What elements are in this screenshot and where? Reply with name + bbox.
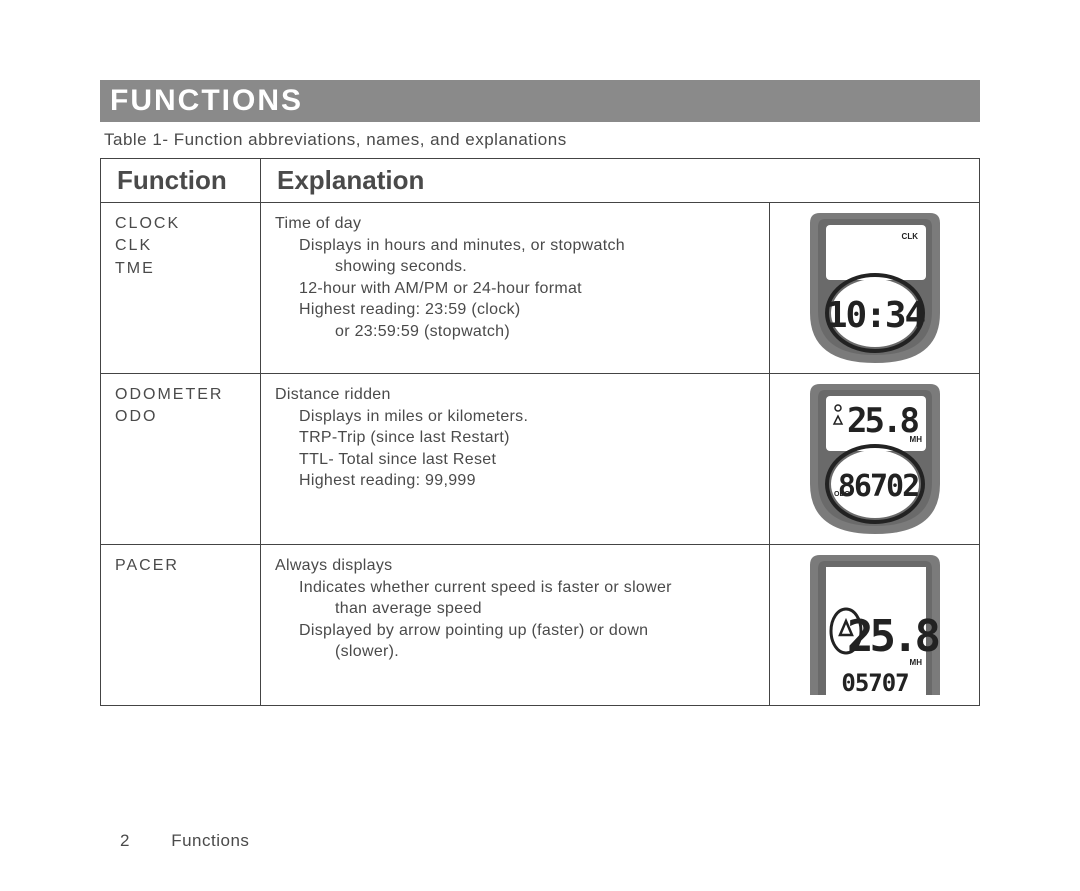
fn-abbrev: CLOCK CLK TME xyxy=(115,213,246,280)
explanation-text: Always displays Indicates whether curren… xyxy=(275,555,755,663)
col-function: Function xyxy=(101,159,261,203)
explanation-text: Distance ridden Displays in miles or kil… xyxy=(275,384,755,492)
svg-text:25.8: 25.8 xyxy=(847,401,918,441)
fn-abbrev: ODOMETER ODO xyxy=(115,384,246,429)
table-row: CLOCK CLK TME Time of day Displays in ho… xyxy=(101,203,980,374)
svg-text:MH: MH xyxy=(909,435,922,444)
page-number: 2 xyxy=(120,831,130,850)
functions-table: Function Explanation CLOCK CLK TME Time … xyxy=(100,158,980,706)
svg-text:25.8: 25.8 xyxy=(847,611,938,662)
table-row: PACER Always displays Indicates whether … xyxy=(101,545,980,706)
svg-text:05707: 05707 xyxy=(841,669,908,695)
fn-abbrev: PACER xyxy=(115,555,246,577)
device-pacer-icon: 25.8 MH 05707 xyxy=(800,555,950,695)
table-row: ODOMETER ODO Distance ridden Displays in… xyxy=(101,374,980,545)
svg-text:MH: MH xyxy=(909,658,922,667)
col-explanation: Explanation xyxy=(261,159,980,203)
page-footer: 2 Functions xyxy=(120,831,249,851)
device-clock-icon: CLK 10:34 xyxy=(800,213,950,363)
device-odometer-icon: 25.8 MH ODO 86702 xyxy=(800,384,950,534)
svg-text:CLK: CLK xyxy=(901,232,918,241)
section-title: FUNCTIONS xyxy=(100,80,980,122)
explanation-text: Time of day Displays in hours and minute… xyxy=(275,213,755,343)
svg-text:86702: 86702 xyxy=(837,469,917,504)
svg-text:10:34: 10:34 xyxy=(825,295,925,336)
footer-section: Functions xyxy=(171,831,249,850)
table-caption: Table 1- Function abbreviations, names, … xyxy=(100,128,980,158)
